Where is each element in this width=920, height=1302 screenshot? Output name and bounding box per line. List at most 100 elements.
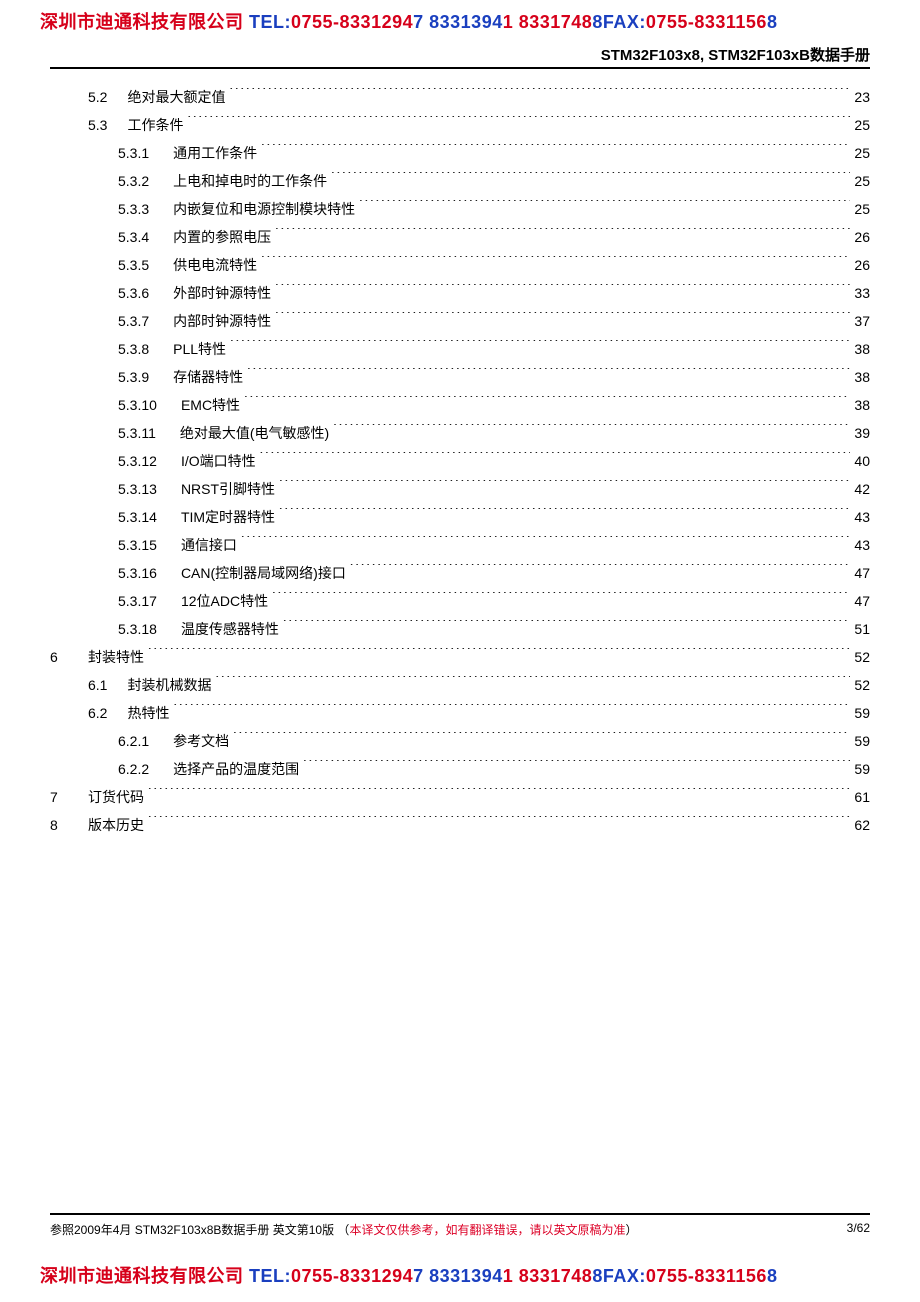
toc-section-title: 热特性	[127, 699, 169, 727]
toc-section-title: 温度传感器特性	[181, 615, 279, 643]
toc-leader-dots	[247, 368, 850, 382]
toc-section-title: 封装机械数据	[127, 671, 211, 699]
toc-page-number: 47	[854, 587, 870, 615]
toc-row[interactable]: 5.3.1712位ADC特性47	[50, 587, 870, 615]
toc-row[interactable]: 5.3.5供电电流特性26	[50, 251, 870, 279]
toc-row[interactable]: 5.3.7内部时钟源特性37	[50, 307, 870, 335]
toc-leader-dots	[148, 816, 850, 830]
toc-section-title: 版本历史	[88, 811, 144, 839]
toc-row[interactable]: 5.3.4内置的参照电压26	[50, 223, 870, 251]
toc-section-number: 6.2.1	[118, 727, 149, 755]
footer-left: 参照2009年4月 STM32F103x8B数据手册 英文第10版 （本译文仅供…	[50, 1221, 827, 1238]
toc-section-title: 外部时钟源特性	[173, 279, 271, 307]
banner-tel2-b: 7 8331394	[413, 1266, 503, 1286]
banner-tel1-b: 0755-8331294	[291, 1266, 413, 1286]
banner-fax-label-b: 8FAX:	[592, 1266, 646, 1286]
toc-leader-dots	[229, 88, 850, 102]
toc-section-number: 6.1	[88, 671, 107, 699]
toc-section-title: 内部时钟源特性	[173, 307, 271, 335]
toc-leader-dots	[272, 592, 850, 606]
toc-leader-dots	[359, 200, 850, 214]
toc-page-number: 52	[854, 671, 870, 699]
toc-page-number: 25	[854, 167, 870, 195]
toc-section-number: 5.3.14	[118, 503, 157, 531]
toc-section-title: 通信接口	[181, 531, 237, 559]
toc-row[interactable]: 5.3.18温度传感器特性51	[50, 615, 870, 643]
toc-section-number: 5.2	[88, 83, 107, 111]
toc-section-number: 6.2	[88, 699, 107, 727]
toc-row[interactable]: 5.3.8PLL特性38	[50, 335, 870, 363]
toc-page-number: 26	[854, 251, 870, 279]
toc-row[interactable]: 5.3.14TIM定时器特性43	[50, 503, 870, 531]
toc-row[interactable]: 5.3.13NRST引脚特性42	[50, 475, 870, 503]
toc-section-title: CAN(控制器局域网络)接口	[181, 559, 346, 587]
footer-ref: 参照2009年4月 STM32F103x8B数据手册 英文第10版 （	[50, 1223, 349, 1237]
banner-tel3-b: 1 8331748	[503, 1266, 593, 1286]
toc-section-title: 通用工作条件	[173, 139, 257, 167]
toc-section-number: 6	[50, 643, 74, 671]
toc-row[interactable]: 5.3.6 外部时钟源特性 33	[50, 279, 870, 307]
toc-row[interactable]: 5.3.10EMC特性38	[50, 391, 870, 419]
toc-section-number: 5.3.11	[118, 419, 156, 447]
toc-section-title: 供电电流特性	[173, 251, 257, 279]
toc-row[interactable]: 7订货代码61	[50, 783, 870, 811]
banner-tel3: 1 8331748	[503, 12, 593, 32]
toc-section-title: NRST引脚特性	[181, 475, 275, 503]
toc-page-number: 25	[854, 111, 870, 139]
toc-section-title: PLL特性	[173, 335, 226, 363]
toc-section-number: 5.3.6	[118, 279, 149, 307]
toc-section-number: 5.3.1	[118, 139, 149, 167]
banner-tail-b: 8	[767, 1266, 778, 1286]
toc-page-number: 43	[854, 531, 870, 559]
toc-page-number: 43	[854, 503, 870, 531]
toc-row[interactable]: 5.3.2上电和掉电时的工作条件25	[50, 167, 870, 195]
toc-section-number: 5.3.13	[118, 475, 157, 503]
banner-tel2: 7 8331394	[413, 12, 503, 32]
toc-section-title: 存储器特性	[173, 363, 243, 391]
banner-tel-label-b: TEL:	[244, 1266, 292, 1286]
table-of-contents: 5.2绝对最大额定值235.3工作条件255.3.1通用工作条件255.3.2上…	[50, 83, 870, 839]
footer-page-number: 3/62	[847, 1221, 870, 1238]
toc-row[interactable]: 6.1 封装机械数据 52	[50, 671, 870, 699]
toc-page-number: 51	[854, 615, 870, 643]
toc-leader-dots	[350, 564, 851, 578]
toc-row[interactable]: 8版本历史62	[50, 811, 870, 839]
banner-tel1: 0755-8331294	[291, 12, 413, 32]
banner-fax-label: 8FAX:	[592, 12, 646, 32]
toc-section-title: 参考文档	[173, 727, 229, 755]
toc-leader-dots	[233, 732, 850, 746]
toc-row[interactable]: 5.3工作条件25	[50, 111, 870, 139]
toc-row[interactable]: 5.3.12I/O端口特性40	[50, 447, 870, 475]
toc-page-number: 61	[854, 783, 870, 811]
toc-page-number: 26	[854, 223, 870, 251]
toc-page-number: 59	[854, 727, 870, 755]
toc-page-number: 59	[854, 755, 870, 783]
toc-page-number: 59	[854, 699, 870, 727]
toc-page-number: 23	[854, 83, 870, 111]
toc-row[interactable]: 6.2.2选择产品的温度范围59	[50, 755, 870, 783]
footer-close: ）	[625, 1223, 637, 1237]
toc-row[interactable]: 5.3.9存储器特性38	[50, 363, 870, 391]
toc-row[interactable]: 5.3.3内嵌复位和电源控制模块特性25	[50, 195, 870, 223]
toc-row[interactable]: 6.2 热特性 59	[50, 699, 870, 727]
banner-tail: 8	[767, 12, 778, 32]
toc-page-number: 25	[854, 139, 870, 167]
toc-row[interactable]: 5.3.15通信接口43	[50, 531, 870, 559]
toc-page-number: 37	[854, 307, 870, 335]
toc-section-number: 5.3.17	[118, 587, 157, 615]
toc-row[interactable]: 5.2绝对最大额定值23	[50, 83, 870, 111]
banner-tel-label: TEL:	[244, 12, 292, 32]
toc-leader-dots	[303, 760, 850, 774]
banner-company-b: 深圳市迪通科技有限公司	[40, 1266, 244, 1286]
toc-leader-dots	[230, 340, 850, 354]
toc-row[interactable]: 5.3.1 通用工作条件 25	[50, 139, 870, 167]
toc-row[interactable]: 5.3.11绝对最大值(电气敏感性)39	[50, 419, 870, 447]
toc-leader-dots	[215, 676, 850, 690]
toc-page-number: 33	[854, 279, 870, 307]
toc-section-number: 5.3	[88, 111, 107, 139]
toc-page-number: 38	[854, 363, 870, 391]
page-footer: 参照2009年4月 STM32F103x8B数据手册 英文第10版 （本译文仅供…	[50, 1213, 870, 1238]
toc-row[interactable]: 6.2.1 参考文档 59	[50, 727, 870, 755]
toc-row[interactable]: 6封装特性52	[50, 643, 870, 671]
toc-row[interactable]: 5.3.16CAN(控制器局域网络)接口47	[50, 559, 870, 587]
